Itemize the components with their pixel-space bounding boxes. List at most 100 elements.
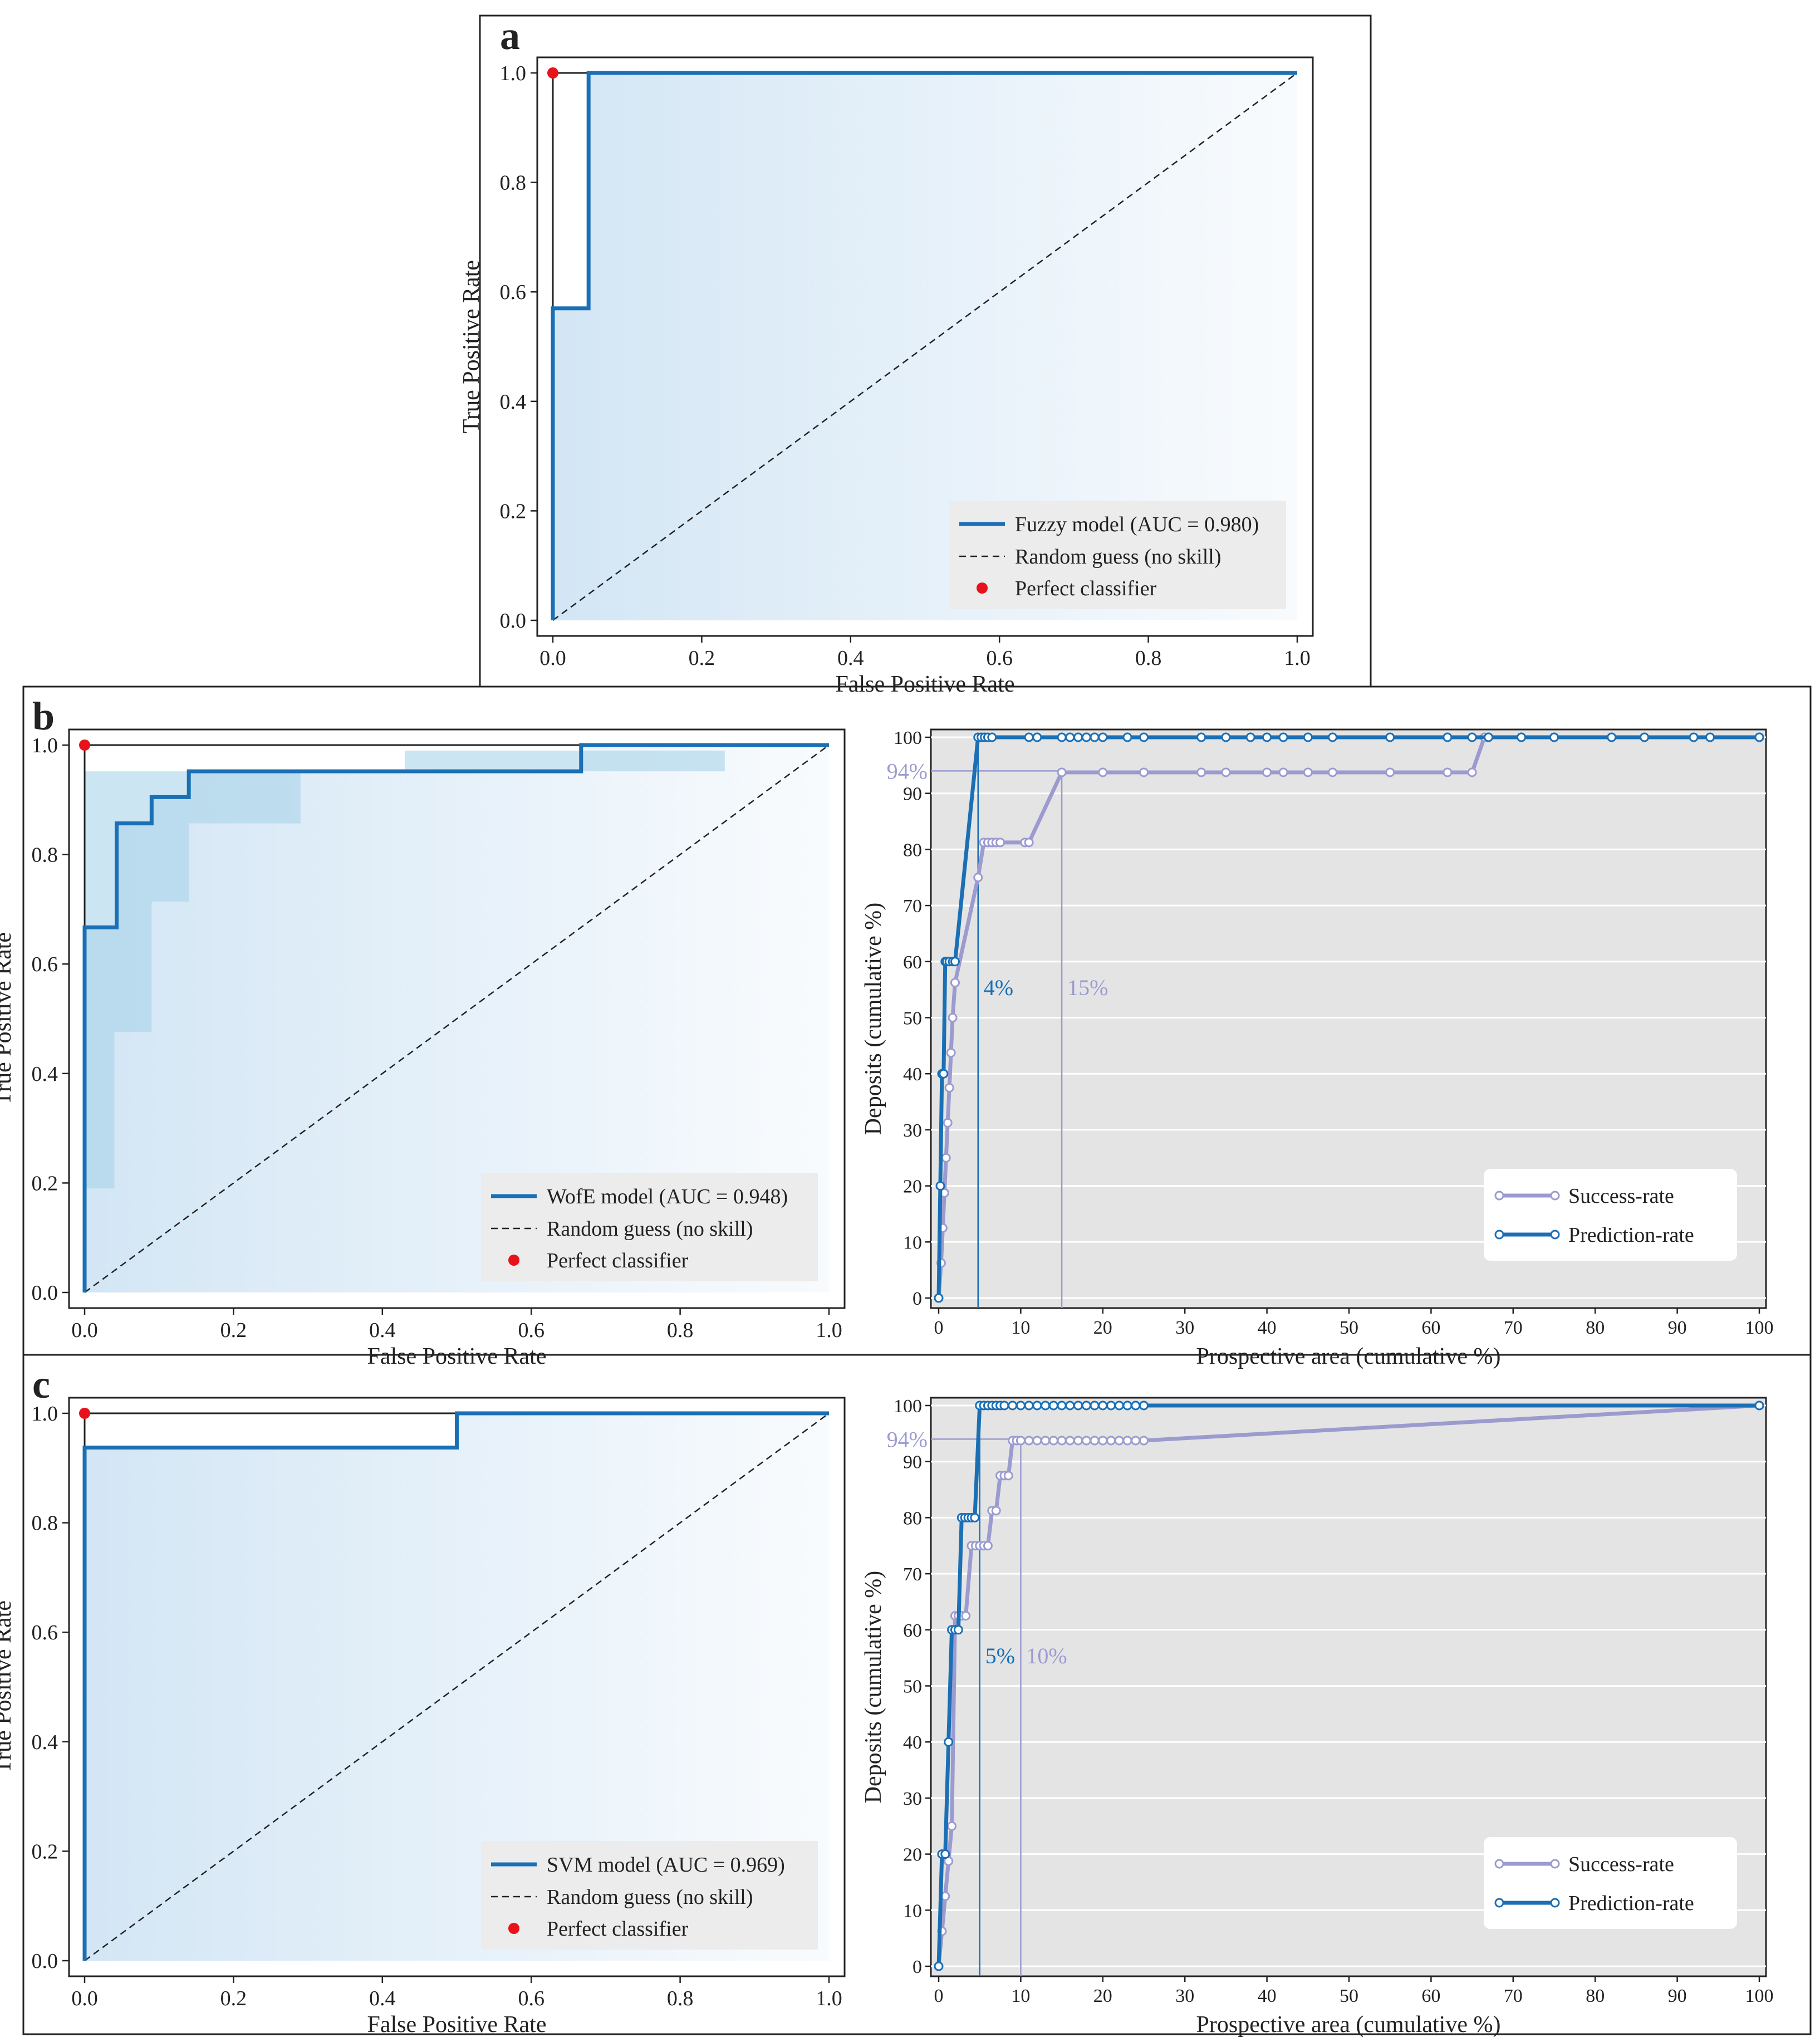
y-tick-label: 0.6 xyxy=(32,953,58,976)
x-tick-label: 40 xyxy=(1258,1986,1277,2006)
y-tick-label: 0.4 xyxy=(500,390,527,414)
legend-box xyxy=(1484,1169,1737,1261)
success-rate-point xyxy=(1098,1436,1108,1446)
x-tick-label: 50 xyxy=(1340,1318,1358,1338)
y-tick-label: 30 xyxy=(903,1120,922,1141)
legend-perfect-label: Perfect classifier xyxy=(1015,577,1157,600)
prediction-rate-point xyxy=(1114,1400,1124,1411)
x-tick-label: 100 xyxy=(1745,1986,1774,2006)
legend-perfect-swatch xyxy=(977,582,988,594)
perfect-classifier-point xyxy=(547,67,558,79)
y-tick-label: 0 xyxy=(913,1289,922,1309)
prediction-rate-point xyxy=(944,1737,954,1747)
success-rate-point xyxy=(1003,1471,1013,1481)
prediction-rate-point xyxy=(940,1849,950,1859)
x-tick-label: 0.4 xyxy=(369,1987,396,2010)
prediction-rate-point xyxy=(934,1293,944,1303)
legend-perfect-label: Perfect classifier xyxy=(547,1917,689,1941)
y-tick-label: 70 xyxy=(903,1564,922,1585)
x-tick-label: 0.4 xyxy=(837,647,864,670)
roc-curve xyxy=(551,71,1297,620)
y-tick-label: 0.2 xyxy=(500,500,527,523)
annotation-label: 5% xyxy=(985,1643,1015,1668)
prediction-rate-point xyxy=(1689,732,1699,742)
prediction-rate-point xyxy=(1196,732,1206,742)
roc-curve xyxy=(82,1411,829,1961)
prediction-rate-point xyxy=(1041,1400,1051,1411)
success-rate-point xyxy=(946,1047,956,1057)
roc-curve xyxy=(82,743,829,1292)
prediction-rate-point xyxy=(1549,732,1559,742)
roc-chart-b: 0.0 0.2 0.4 0.6 0.8 1.0 0.0 0.2 0.4 0.6 0.8 1.0 Fals… xyxy=(0,728,846,1369)
x-tick-label: 0.0 xyxy=(71,1319,98,1342)
x-tick-label: 0.6 xyxy=(518,1987,544,2010)
annotation-label: 94% xyxy=(887,758,928,783)
y-tick-label: 30 xyxy=(903,1789,922,1809)
random-guess-line xyxy=(84,744,830,1294)
y-tick-label: 0.4 xyxy=(32,1062,58,1086)
prediction-rate-point xyxy=(935,1181,945,1191)
prediction-rate-point xyxy=(1517,732,1527,742)
x-tick-label: 100 xyxy=(1745,1318,1774,1338)
perfect-classifier-point xyxy=(79,740,90,751)
rate-chart-c: 94% 5% 10% 0 10 20 30 40 50 60 70 80 90 100 0 10 20 30 40 5… xyxy=(861,1396,1774,2038)
x-tick-label: 80 xyxy=(1586,1318,1605,1338)
x-tick-label: 1.0 xyxy=(816,1987,842,2010)
success-rate-point xyxy=(1057,1436,1067,1446)
prediction-rate-point xyxy=(1090,732,1100,742)
y-tick-label: 10 xyxy=(903,1901,922,1921)
prediction-rate-point xyxy=(1090,1400,1100,1411)
prediction-rate-point xyxy=(1065,1400,1075,1411)
prediction-rate-point xyxy=(1443,732,1453,742)
y-tick-label: 100 xyxy=(894,728,922,748)
prediction-rate-point xyxy=(1098,1400,1108,1411)
prediction-rate-point xyxy=(1607,732,1617,742)
success-rate-point xyxy=(1467,767,1477,777)
legend-prediction-marker xyxy=(1550,1898,1560,1908)
x-tick-label: 0.8 xyxy=(667,1319,694,1342)
x-tick-label: 1.0 xyxy=(816,1319,842,1342)
legend-prediction-marker xyxy=(1550,1230,1560,1240)
prediction-rate-point xyxy=(1385,732,1395,742)
y-tick-label: 40 xyxy=(903,1732,922,1753)
x-tick-label: 0.2 xyxy=(220,1319,247,1342)
y-tick-label: 90 xyxy=(903,1452,922,1473)
x-tick-label: 30 xyxy=(1175,1318,1194,1338)
success-rate-point xyxy=(1024,838,1034,848)
success-rate-point xyxy=(1016,1436,1026,1446)
y-tick-label: 0.0 xyxy=(32,1281,58,1305)
legend-success-marker xyxy=(1550,1859,1560,1869)
success-rate-point xyxy=(995,838,1005,848)
y-tick-label: 60 xyxy=(903,1620,922,1641)
legend-success-label: Success-rate xyxy=(1568,1184,1674,1208)
prediction-rate-point xyxy=(1122,1400,1132,1411)
perfect-classifier-point xyxy=(79,1408,90,1419)
legend-success-label: Success-rate xyxy=(1568,1853,1674,1876)
prediction-rate-point xyxy=(1245,732,1255,742)
y-tick-label: 1.0 xyxy=(32,734,58,757)
prediction-rate-point xyxy=(1221,732,1231,742)
success-rate-point xyxy=(1073,1436,1083,1446)
success-rate-point xyxy=(1098,767,1108,777)
prediction-rate-point xyxy=(1278,732,1288,742)
prediction-rate-point xyxy=(1122,732,1132,742)
legend-model-label: WofE model (AUC = 0.948) xyxy=(547,1185,788,1208)
x-tick-label: 80 xyxy=(1586,1986,1605,2006)
panel-letter-b: b xyxy=(32,694,55,738)
success-rate-point xyxy=(943,1118,953,1128)
legend-prediction-label: Prediction-rate xyxy=(1568,1223,1694,1247)
x-tick-label: 90 xyxy=(1668,1986,1687,2006)
prediction-rate-point xyxy=(1057,732,1067,742)
x-tick-label: 90 xyxy=(1668,1318,1687,1338)
panel-letter-a: a xyxy=(500,13,520,58)
success-rate-point xyxy=(1065,1436,1075,1446)
prediction-rate-point xyxy=(939,1069,949,1079)
x-axis-label: Prospective area (cumulative %) xyxy=(1196,1344,1501,1369)
legend-perfect-label: Perfect classifier xyxy=(547,1249,689,1272)
success-rate-point xyxy=(991,1506,1001,1516)
prediction-rate-point xyxy=(1032,1400,1042,1411)
success-rate-point xyxy=(947,1821,957,1831)
x-tick-label: 20 xyxy=(1093,1986,1112,2006)
y-tick-label: 40 xyxy=(903,1064,922,1085)
x-tick-label: 60 xyxy=(1421,1986,1440,2006)
